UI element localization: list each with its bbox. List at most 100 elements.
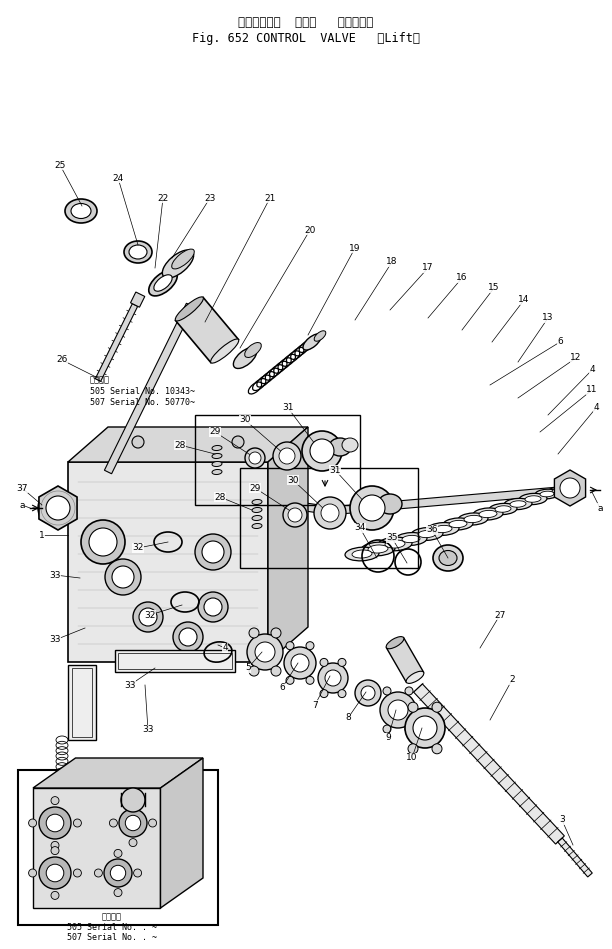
Circle shape <box>73 819 81 827</box>
Ellipse shape <box>402 535 420 543</box>
Text: 28: 28 <box>174 440 185 450</box>
Circle shape <box>51 891 59 900</box>
Ellipse shape <box>233 347 256 368</box>
Circle shape <box>110 819 118 827</box>
Text: 10: 10 <box>406 754 418 762</box>
Circle shape <box>291 654 309 672</box>
Ellipse shape <box>395 532 427 546</box>
Ellipse shape <box>411 528 443 540</box>
Circle shape <box>249 452 261 464</box>
Text: 19: 19 <box>349 244 360 252</box>
Bar <box>68 462 268 662</box>
Polygon shape <box>33 758 203 788</box>
Ellipse shape <box>172 249 194 269</box>
Polygon shape <box>340 486 570 514</box>
Circle shape <box>39 857 71 889</box>
Polygon shape <box>268 427 308 662</box>
Text: 15: 15 <box>488 284 500 292</box>
Circle shape <box>306 677 314 684</box>
Polygon shape <box>105 304 193 474</box>
Ellipse shape <box>212 445 222 451</box>
Text: 2: 2 <box>509 676 515 684</box>
Bar <box>72 668 92 737</box>
Text: 29: 29 <box>209 427 221 437</box>
Circle shape <box>129 839 137 847</box>
Circle shape <box>560 478 580 498</box>
Text: 36: 36 <box>426 526 438 534</box>
Circle shape <box>359 495 385 521</box>
Bar <box>33 788 160 908</box>
Ellipse shape <box>252 508 262 512</box>
Circle shape <box>104 859 132 887</box>
Circle shape <box>149 819 157 827</box>
Text: 505 Serial No. 10343~: 505 Serial No. 10343~ <box>90 387 195 396</box>
Ellipse shape <box>252 499 262 505</box>
Circle shape <box>51 842 59 849</box>
Circle shape <box>271 666 281 676</box>
Circle shape <box>279 448 295 464</box>
Ellipse shape <box>175 297 203 321</box>
Text: 21: 21 <box>264 194 275 202</box>
Circle shape <box>46 496 70 520</box>
Text: 22: 22 <box>157 194 169 202</box>
Ellipse shape <box>540 492 554 497</box>
Text: 5: 5 <box>245 663 251 673</box>
Circle shape <box>121 788 145 812</box>
Circle shape <box>198 592 228 622</box>
Ellipse shape <box>65 199 97 223</box>
Text: a: a <box>19 500 24 510</box>
Ellipse shape <box>535 489 559 499</box>
Circle shape <box>249 666 259 676</box>
Ellipse shape <box>329 438 351 456</box>
Text: 1: 1 <box>39 530 45 539</box>
Text: 8: 8 <box>345 714 351 722</box>
Ellipse shape <box>212 461 222 467</box>
Circle shape <box>245 448 265 468</box>
Ellipse shape <box>473 508 503 520</box>
Circle shape <box>202 541 224 563</box>
Circle shape <box>283 503 307 527</box>
Circle shape <box>338 690 346 698</box>
Ellipse shape <box>252 515 262 521</box>
Circle shape <box>314 497 346 529</box>
Ellipse shape <box>342 438 358 452</box>
Circle shape <box>114 888 122 897</box>
Text: 28: 28 <box>214 493 226 501</box>
Polygon shape <box>160 758 203 908</box>
Circle shape <box>94 869 102 877</box>
Ellipse shape <box>345 548 379 561</box>
Circle shape <box>413 716 437 740</box>
Ellipse shape <box>378 494 402 514</box>
Circle shape <box>306 642 314 650</box>
Ellipse shape <box>352 550 372 558</box>
Ellipse shape <box>149 270 177 296</box>
Text: 24: 24 <box>113 174 124 182</box>
Circle shape <box>112 566 134 588</box>
Text: 505 Serial No. . ~: 505 Serial No. . ~ <box>67 923 157 932</box>
Circle shape <box>133 869 141 877</box>
Bar <box>118 653 232 669</box>
Ellipse shape <box>449 520 467 528</box>
Text: Fig. 652 CONTROL  VALVE   （Lift）: Fig. 652 CONTROL VALVE （Lift） <box>192 31 420 45</box>
Circle shape <box>125 815 141 830</box>
Circle shape <box>350 486 394 530</box>
Text: 13: 13 <box>542 313 554 323</box>
Text: 16: 16 <box>457 273 468 283</box>
Ellipse shape <box>129 245 147 259</box>
Circle shape <box>249 628 259 638</box>
Ellipse shape <box>71 203 91 218</box>
Circle shape <box>195 534 231 570</box>
Ellipse shape <box>434 526 452 532</box>
Circle shape <box>320 659 328 666</box>
Text: 27: 27 <box>494 610 506 620</box>
Text: 33: 33 <box>49 636 61 644</box>
Ellipse shape <box>562 487 570 490</box>
Text: 37: 37 <box>17 483 28 493</box>
Ellipse shape <box>314 331 326 342</box>
Ellipse shape <box>479 511 497 517</box>
Ellipse shape <box>519 493 547 505</box>
Circle shape <box>310 439 334 463</box>
Text: 26: 26 <box>56 356 68 364</box>
Ellipse shape <box>504 498 532 510</box>
Polygon shape <box>39 486 77 530</box>
